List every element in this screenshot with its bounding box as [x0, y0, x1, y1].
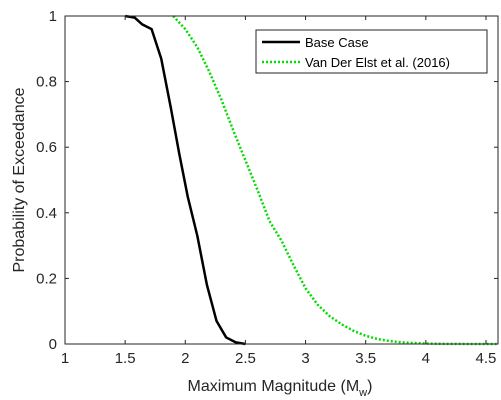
legend-label-van-der-elst: Van Der Elst et al. (2016)	[305, 55, 450, 70]
y-axis-label: Probability of Exceedance	[11, 87, 28, 272]
x-tick-label: 3.5	[355, 350, 376, 367]
y-tick-label: 0.2	[36, 270, 57, 287]
x-tick-label: 1.5	[115, 350, 136, 367]
x-axis-label-main: Maximum Magnitude (M	[188, 378, 360, 395]
series-line-base-case	[124, 14, 246, 346]
x-tick-label: 3	[301, 350, 309, 367]
y-tick-label: 0.4	[36, 205, 57, 222]
legend-box	[255, 29, 488, 74]
y-tick-label: 0.8	[36, 74, 57, 91]
x-axis-label: Maximum Magnitude (Mw)	[188, 378, 373, 399]
x-tick-label: 4	[422, 350, 430, 367]
x-tick-label: 2	[181, 350, 189, 367]
x-tick-label: 4.5	[476, 350, 497, 367]
y-tick-label: 0	[49, 336, 57, 353]
x-axis-label-subscript: w	[358, 387, 367, 399]
x-tick-label: 1	[61, 350, 69, 367]
legend-label-base-case: Base Case	[305, 35, 369, 50]
axes-box	[64, 15, 499, 345]
y-tick-label: 1	[49, 8, 57, 25]
x-axis-label-suffix: )	[367, 378, 372, 395]
x-tick-label: 2.5	[235, 350, 256, 367]
y-tick-label: 0.6	[36, 139, 57, 156]
tick-layer: 1 1.5 2 2.5 3 3.5 4 4.5 0 0.2 0.4 0.6 0.8 1	[36, 8, 498, 367]
legend: Base Case Van Der Elst et al. (2016)	[255, 29, 488, 74]
